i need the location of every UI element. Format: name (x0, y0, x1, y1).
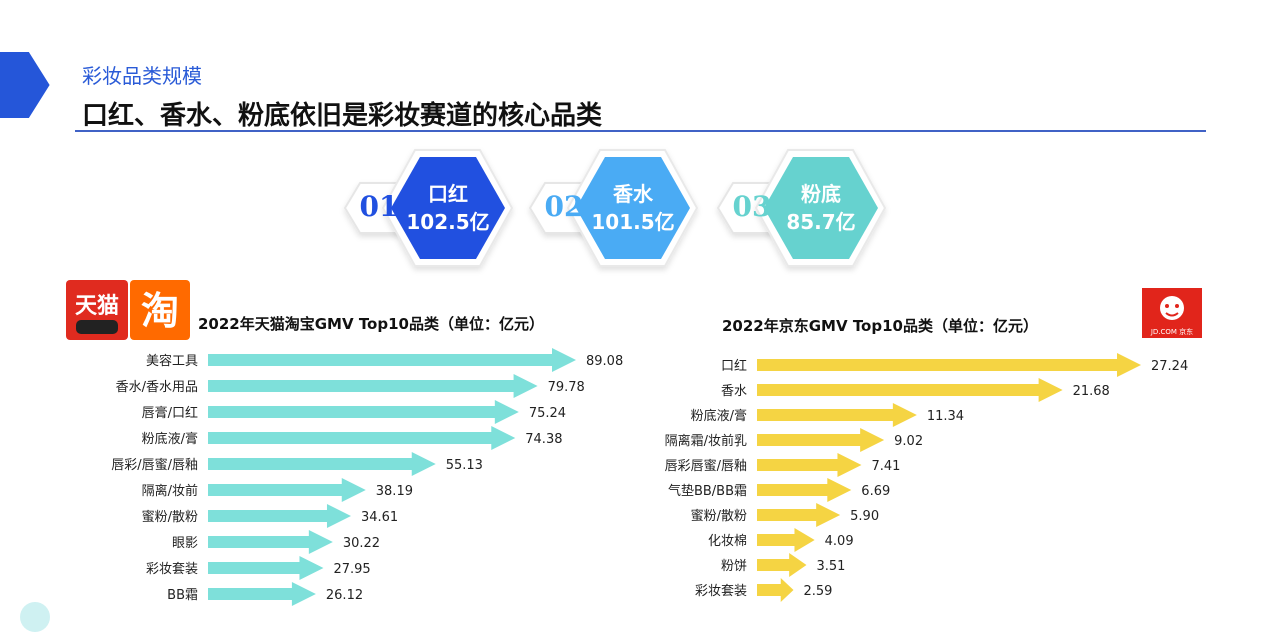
chart-2-value-label-5: 7.41 (871, 459, 900, 474)
title-divider (75, 130, 1206, 132)
chart-1-value-label-4: 74.38 (525, 432, 562, 447)
chart-2-title: 2022年京东GMV Top10品类（单位：亿元） (722, 317, 1038, 335)
highlight-hexagons (343, 149, 887, 267)
chart-2-value-label-9: 3.51 (816, 559, 845, 574)
chart-1-bar-10 (208, 582, 316, 606)
chart-1-value-label-5: 55.13 (446, 458, 483, 473)
jd-logo-text: JD.COM 京东 (1150, 327, 1193, 336)
highlight-1-text: 口红 102.5亿 (393, 180, 503, 236)
chart-1-category-label-6: 隔离/妆前 (142, 483, 198, 499)
chart-1-category-label-4: 粉底液/膏 (142, 431, 198, 447)
corner-hexagon-decoration (0, 48, 55, 122)
chart-1-title: 2022年天猫淘宝GMV Top10品类（单位：亿元） (198, 315, 544, 333)
chart-2-value-label-7: 5.90 (850, 509, 879, 524)
chart-2-value-label-2: 21.68 (1073, 384, 1110, 399)
chart-1-category-label-7: 蜜粉/散粉 (142, 510, 198, 525)
chart-1-bar-2 (208, 374, 538, 398)
chart-2-bar-5 (757, 453, 862, 477)
highlight-1-value: 102.5亿 (406, 210, 490, 234)
chart-2-bar-6 (757, 478, 852, 502)
chart-1-value-label-9: 27.95 (333, 562, 370, 577)
chart-1-category-label-1: 美容工具 (146, 353, 198, 369)
highlight-2-name: 香水 (613, 182, 653, 206)
section-subtitle: 彩妆品类规模 (82, 64, 202, 88)
chart-2-bar-7 (757, 503, 841, 527)
chart-1-value-label-10: 26.12 (326, 588, 363, 603)
tmall-logo-text: 天猫 (75, 294, 119, 319)
chart-2-category-label-1: 口红 (721, 358, 747, 374)
highlight-2-text: 香水 101.5亿 (578, 180, 688, 236)
chart-2-value-label-1: 27.24 (1151, 359, 1188, 374)
chart-1-category-label-10: BB霜 (167, 588, 198, 603)
chart-1-category-label-3: 唇膏/口红 (142, 405, 198, 421)
chart-2-category-label-10: 彩妆套装 (695, 583, 747, 599)
chart-2-category-label-9: 粉饼 (721, 559, 747, 574)
chart-1-value-label-7: 34.61 (361, 510, 398, 525)
chart-2-value-label-3: 11.34 (927, 409, 964, 424)
chart-2-category-label-7: 蜜粉/散粉 (691, 509, 747, 524)
chart-2-bar-10 (757, 578, 794, 602)
chart-2-bar-2 (757, 378, 1063, 402)
chart-1-bar-5 (208, 452, 436, 476)
chart-1-category-label-8: 眼影 (172, 536, 198, 551)
highlight-2-number: 02 (544, 190, 584, 223)
chart-1-bar-6 (208, 478, 366, 502)
chart-1-bar-4 (208, 426, 516, 450)
highlight-2-hexagon-inner (576, 157, 690, 259)
chart-1-bar-8 (208, 530, 333, 554)
chart-1-bar-9 (208, 556, 324, 580)
chart-2-bar-8 (757, 528, 815, 552)
taobao-logo-text: 淘 (141, 289, 179, 333)
corner-dot-decoration (20, 602, 50, 632)
chart-1-value-label-2: 79.78 (548, 380, 585, 395)
chart-1-category-label-2: 香水/香水用品 (116, 380, 198, 395)
highlight-3-hexagon-inner (764, 157, 878, 259)
chart-1-value-label-6: 38.19 (376, 484, 413, 499)
highlight-1-number: 01 (359, 190, 399, 223)
chart-2-category-label-5: 唇彩唇蜜/唇釉 (665, 459, 747, 474)
chart-2-category-label-8: 化妆棉 (708, 534, 747, 549)
chart-2-category-label-2: 香水 (721, 384, 747, 399)
chart-2-value-label-8: 4.09 (825, 534, 854, 549)
highlight-3-value: 85.7亿 (786, 210, 856, 234)
highlight-2-value: 101.5亿 (591, 210, 675, 234)
chart-2-category-label-4: 隔离霜/妆前乳 (665, 433, 747, 449)
chart-1-bar-7 (208, 504, 351, 528)
chart-1-category-label-9: 彩妆套装 (146, 561, 198, 577)
chart-2-bar-1 (757, 353, 1141, 377)
chart-2-bar-3 (757, 403, 917, 427)
chart-1-bar-1 (208, 348, 576, 372)
highlight-row: 01 口红 102.5亿 02 香水 101.5亿 03 粉底 85.7亿 (0, 0, 1280, 280)
chart-1-value-label-1: 89.08 (586, 354, 623, 369)
chart-2-value-label-6: 6.69 (861, 484, 890, 499)
tmall-taobao-logo: 天猫 淘 (66, 280, 190, 340)
chart-2-bar-9 (757, 553, 807, 577)
chart-2-category-label-6: 气垫BB/BB霜 (668, 483, 747, 499)
chart-2-bar-4 (757, 428, 885, 452)
jd-logo: JD.COM 京东 (1142, 288, 1202, 338)
chart-1-category-label-5: 唇彩/唇蜜/唇釉 (111, 458, 198, 473)
chart-2-category-label-3: 粉底液/膏 (691, 408, 747, 424)
chart-1-bar-3 (208, 400, 519, 424)
highlight-3-name: 粉底 (801, 182, 841, 206)
chart-2-value-label-4: 9.02 (894, 434, 923, 449)
chart-2-value-label-10: 2.59 (804, 584, 833, 599)
highlight-3-text: 粉底 85.7亿 (766, 180, 876, 236)
page-title: 口红、香水、粉底依旧是彩妆赛道的核心品类 (82, 101, 603, 131)
highlight-1-hexagon-inner (391, 157, 505, 259)
highlight-3-number: 03 (732, 190, 772, 223)
chart-1-value-label-3: 75.24 (529, 406, 566, 421)
highlight-1-name: 口红 (428, 182, 468, 206)
chart-1-value-label-8: 30.22 (343, 536, 380, 551)
